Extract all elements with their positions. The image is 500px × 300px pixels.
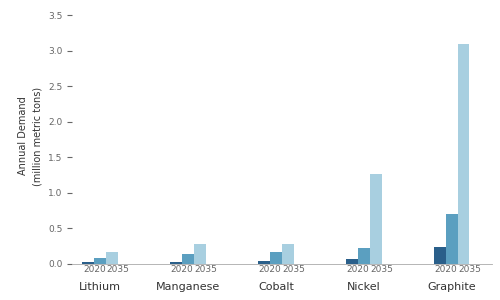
Bar (82, 262, 94, 264)
Bar (170, 262, 182, 264)
Y-axis label: Annual Demand
(million metric tons): Annual Demand (million metric tons) (18, 86, 42, 185)
Bar (434, 247, 446, 264)
Bar (182, 254, 194, 264)
Bar (358, 248, 370, 264)
Bar (270, 252, 282, 264)
Bar (194, 244, 206, 264)
Bar (106, 252, 118, 264)
Bar (458, 44, 469, 264)
Bar (258, 261, 270, 264)
Bar (94, 258, 106, 264)
Bar (370, 174, 382, 264)
Bar (282, 244, 294, 264)
Bar (346, 259, 358, 264)
Bar (446, 214, 458, 264)
